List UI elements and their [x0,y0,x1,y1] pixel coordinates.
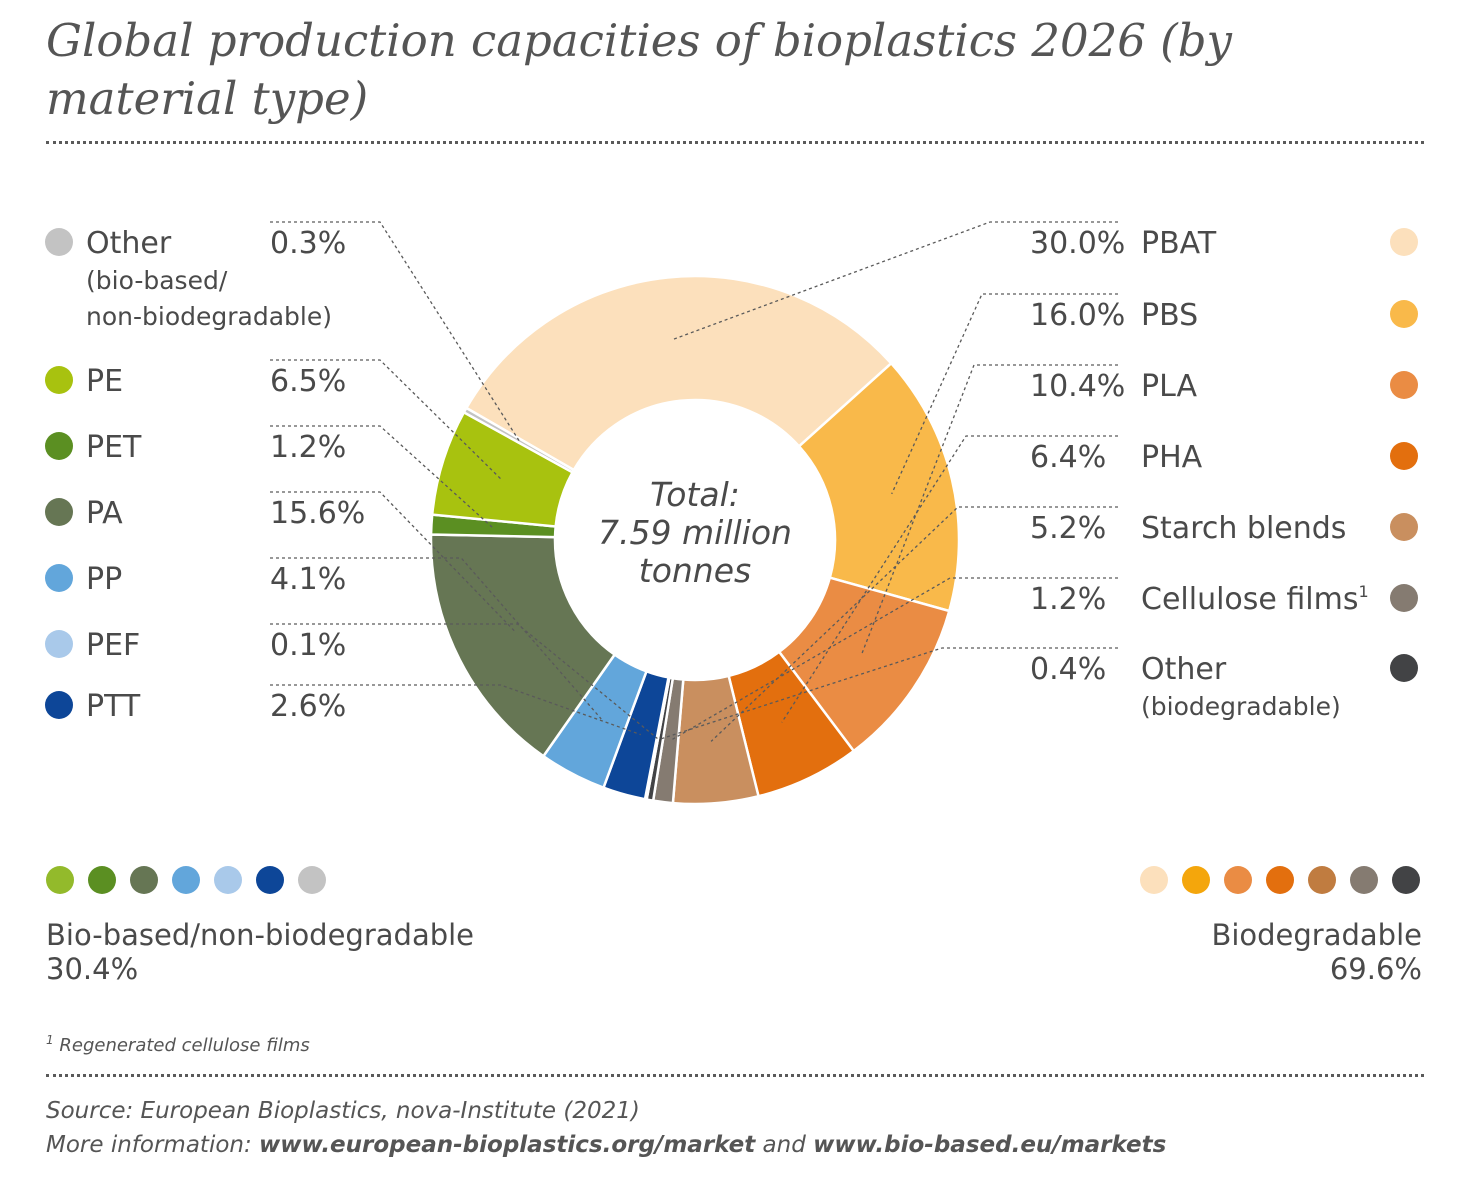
right-legend-starch-blends-value: 5.2% [1030,511,1106,546]
right-legend-pbs-value: 16.0% [1030,298,1125,333]
slice-pbs [797,361,961,613]
group-dot-biodegradable-3 [1224,866,1252,894]
group-dot-bio-based-5 [214,866,242,894]
leader-right-pbs [891,293,1118,495]
group-value-bio-based: 30.4% [46,952,139,986]
right-legend-pha-dot [1390,442,1418,470]
left-legend-other-bio-based-non-biodegradable-dot [45,228,73,256]
right-legend-pbs-name: PBS [1141,298,1198,333]
left-legend-pef-dot [45,630,73,658]
footnote-mark: 1 [46,1033,54,1047]
left-legend-other-bio-based-non-biodegradable-value: 0.3% [270,226,346,261]
left-legend-pp-dot [45,564,73,592]
left-legend-pa-dot [45,498,73,526]
left-legend-pe-name: PE [86,364,123,399]
right-legend-pbat-dot [1390,228,1418,256]
leader-right-starch-blends [710,506,1118,742]
group-label-biodegradable: Biodegradable 69.6% [1211,918,1422,986]
group-name-bio-based: Bio-based/non-biodegradable [46,918,475,952]
slice-pa [429,533,617,758]
right-legend-pla-name: PLA [1141,369,1197,404]
right-legend-other-biodegradable-name: Other [1141,652,1227,687]
right-legend-other-biodegradable-value: 0.4% [1030,652,1106,687]
left-legend-pe-dot [45,366,73,394]
footnote: 1 Regenerated cellulose films [46,1033,310,1056]
left-legend-other-bio-based-non-biodegradable-name: Other [86,226,172,261]
group-dot-biodegradable-1 [1140,866,1168,894]
right-legend-pha-name: PHA [1141,440,1203,475]
left-legend-ptt-name: PTT [86,689,141,724]
link-bio-based[interactable]: www.bio-based.eu/markets [813,1132,1167,1158]
right-legend-pla-dot [1390,371,1418,399]
group-dot-biodegradable-7 [1392,866,1420,894]
leader-right-other-biodegradable [660,647,1118,740]
right-legend-pbat-value: 30.0% [1030,226,1125,261]
right-legend-pla-value: 10.4% [1030,369,1125,404]
left-legend-pef-name: PEF [86,628,140,663]
group-dot-bio-based-4 [172,866,200,894]
group-dot-biodegradable-5 [1308,866,1336,894]
left-legend-other-bio-based-non-biodegradable-name-2: (bio-based/ [86,266,228,295]
chart-title: Global production capacities of bioplast… [46,14,1232,125]
left-legend-pef-value: 0.1% [270,628,346,663]
more-info-prefix: More information: [46,1132,260,1158]
left-legend-pp-value: 4.1% [270,562,346,597]
right-legend-starch-blends-dot [1390,513,1418,541]
title-divider [46,141,1424,144]
slice-pbat [464,274,893,472]
group-name-biodegradable: Biodegradable [1211,918,1422,952]
leader-left-pe [270,359,503,481]
left-legend-ptt-dot [45,691,73,719]
left-legend-pa-name: PA [86,496,123,531]
right-legend-cellulose-films-dot [1390,584,1418,612]
right-legend-other-biodegradable-name-2: (biodegradable) [1141,692,1341,721]
right-legend-pbat-name: PBAT [1141,226,1217,261]
group-value-biodegradable: 69.6% [1329,952,1422,986]
leader-left-ptt [270,684,641,736]
group-dot-bio-based-1 [46,866,74,894]
left-legend-other-bio-based-non-biodegradable-name-3: non-biodegradable) [86,302,332,331]
left-legend-pp-name: PP [86,562,122,597]
link-european-bioplastics[interactable]: www.european-bioplastics.org/market [259,1132,756,1158]
footnote-text: Regenerated cellulose films [53,1035,310,1056]
center-label-line-2: 7.59 million [598,513,792,552]
group-dot-biodegradable-2 [1182,866,1210,894]
source-block: Source: European Bioplastics, nova-Insti… [46,1094,1166,1162]
leader-right-cellulose-films [670,577,1118,742]
left-legend-pe-value: 6.5% [270,364,346,399]
left-legend-pet-name: PET [86,430,142,465]
right-legend-pha-value: 6.4% [1030,440,1106,475]
leader-right-pla [861,364,1118,655]
leader-left-other-bio-based-non-biodegradable [270,221,520,442]
right-legend-other-biodegradable-dot [1390,654,1418,682]
right-legend-cellulose-films-value: 1.2% [1030,582,1106,617]
more-info-line: More information: www.european-bioplasti… [46,1128,1166,1162]
group-label-bio-based: Bio-based/non-biodegradable 30.4% [46,918,474,986]
more-info-and: and [755,1132,814,1158]
footer-divider [46,1074,1424,1077]
leader-right-pha [781,435,1118,723]
center-label-line-3: tonnes [639,551,751,590]
group-dot-biodegradable-4 [1266,866,1294,894]
leader-right-pbat [673,221,1118,340]
leader-left-pef [270,623,658,740]
left-legend-pet-value: 1.2% [270,430,346,465]
left-legend-pet-dot [45,432,73,460]
right-legend-cellulose-films-name: Cellulose films1 [1141,582,1369,617]
group-dot-biodegradable-6 [1350,866,1378,894]
source-line: Source: European Bioplastics, nova-Insti… [46,1098,640,1124]
group-dot-bio-based-7 [298,866,326,894]
left-legend-ptt-value: 2.6% [270,689,346,724]
right-legend-starch-blends-name: Starch blends [1141,511,1346,546]
group-dot-bio-based-3 [130,866,158,894]
group-dot-bio-based-2 [88,866,116,894]
leader-left-pet [270,425,494,529]
leader-left-pa [270,491,516,632]
right-legend-pbs-dot [1390,300,1418,328]
center-label-line-1: Total: [650,475,740,514]
left-legend-pa-value: 15.6% [270,496,365,531]
group-dot-bio-based-6 [256,866,284,894]
